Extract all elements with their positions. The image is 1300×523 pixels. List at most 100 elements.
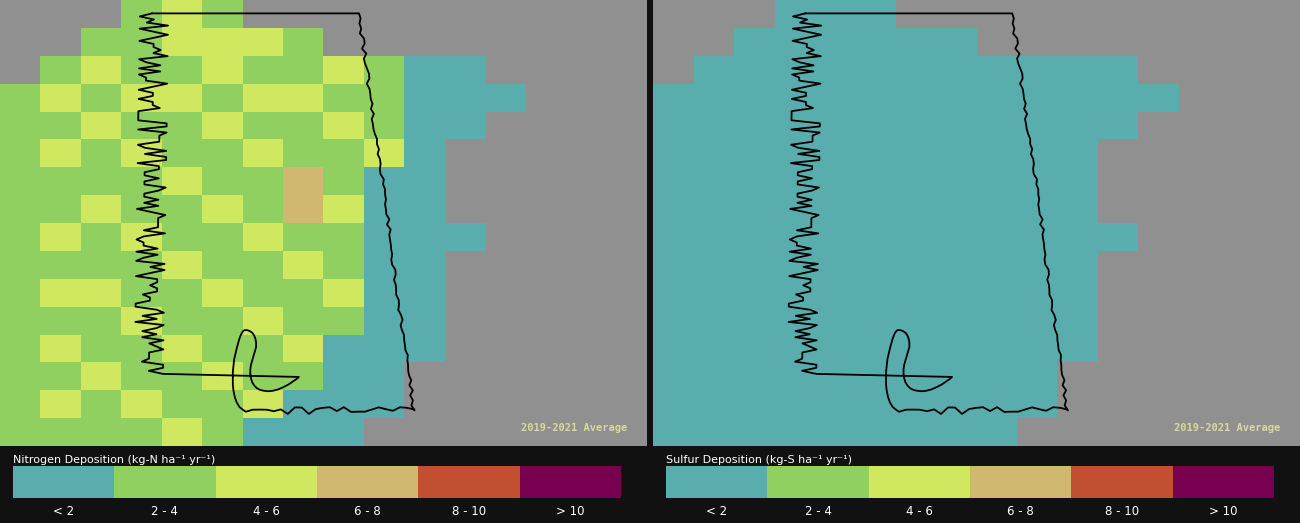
Bar — [566, 195, 606, 223]
Bar — [1139, 223, 1179, 251]
Bar — [324, 306, 364, 335]
Bar — [694, 223, 734, 251]
Bar — [283, 279, 324, 306]
Bar — [81, 279, 121, 306]
Bar — [775, 251, 815, 279]
Bar — [243, 195, 283, 223]
Bar — [1179, 56, 1219, 84]
Bar — [566, 418, 606, 446]
Bar — [1017, 251, 1057, 279]
Bar — [976, 418, 1017, 446]
Bar — [324, 362, 364, 390]
Bar — [653, 335, 694, 362]
Text: < 2: < 2 — [706, 505, 728, 518]
Bar — [525, 56, 566, 84]
Bar — [243, 223, 283, 251]
Bar — [1098, 306, 1139, 335]
Bar — [767, 466, 868, 498]
Bar — [566, 56, 606, 84]
Bar — [283, 0, 324, 28]
Bar — [81, 140, 121, 167]
Bar — [1098, 28, 1139, 56]
Bar — [936, 84, 976, 111]
Bar — [525, 306, 566, 335]
Bar — [445, 251, 485, 279]
Bar — [40, 362, 81, 390]
Bar — [1098, 335, 1139, 362]
Bar — [855, 28, 896, 56]
Bar — [485, 28, 525, 56]
Text: 4 - 6: 4 - 6 — [906, 505, 933, 518]
Bar — [896, 140, 936, 167]
Bar — [283, 335, 324, 362]
Bar — [566, 279, 606, 306]
Bar — [734, 56, 775, 84]
Bar — [202, 335, 243, 362]
Bar — [525, 140, 566, 167]
Bar — [694, 418, 734, 446]
Bar — [121, 0, 161, 28]
Bar — [936, 56, 976, 84]
Bar — [694, 251, 734, 279]
Bar — [525, 223, 566, 251]
Bar — [896, 418, 936, 446]
Bar — [855, 0, 896, 28]
Bar — [815, 335, 855, 362]
Bar — [896, 335, 936, 362]
Bar — [0, 195, 40, 223]
Bar — [936, 390, 976, 418]
Bar — [243, 279, 283, 306]
Bar — [970, 466, 1071, 498]
Bar — [324, 251, 364, 279]
Bar — [202, 223, 243, 251]
Bar — [121, 362, 161, 390]
Bar — [936, 251, 976, 279]
Bar — [896, 251, 936, 279]
Bar — [40, 279, 81, 306]
Bar — [1017, 84, 1057, 111]
Text: > 10: > 10 — [1209, 505, 1238, 518]
Bar — [1260, 195, 1300, 223]
Bar — [1098, 223, 1139, 251]
Bar — [485, 0, 525, 28]
Bar — [936, 335, 976, 362]
Bar — [1219, 223, 1260, 251]
Bar — [1219, 0, 1260, 28]
Bar — [775, 279, 815, 306]
Bar — [1139, 84, 1179, 111]
Bar — [1098, 84, 1139, 111]
Text: > 10: > 10 — [556, 505, 585, 518]
Bar — [1057, 56, 1098, 84]
Bar — [1260, 28, 1300, 56]
Bar — [653, 195, 694, 223]
Bar — [896, 0, 936, 28]
Bar — [243, 390, 283, 418]
Bar — [485, 335, 525, 362]
Bar — [161, 28, 202, 56]
Bar — [40, 56, 81, 84]
Bar — [525, 167, 566, 195]
Bar — [855, 306, 896, 335]
Bar — [694, 140, 734, 167]
Bar — [1057, 306, 1098, 335]
Bar — [81, 0, 121, 28]
Bar — [815, 140, 855, 167]
Bar — [0, 335, 40, 362]
Bar — [243, 0, 283, 28]
Bar — [936, 306, 976, 335]
Bar — [566, 28, 606, 56]
Bar — [1260, 84, 1300, 111]
Bar — [404, 306, 445, 335]
Bar — [1139, 418, 1179, 446]
Bar — [855, 251, 896, 279]
Bar — [1057, 0, 1098, 28]
Bar — [202, 251, 243, 279]
Bar — [485, 362, 525, 390]
Bar — [485, 418, 525, 446]
Bar — [202, 140, 243, 167]
Bar — [525, 279, 566, 306]
Bar — [364, 306, 404, 335]
Bar — [1219, 418, 1260, 446]
Text: 6 - 8: 6 - 8 — [1008, 505, 1035, 518]
Bar — [566, 140, 606, 167]
